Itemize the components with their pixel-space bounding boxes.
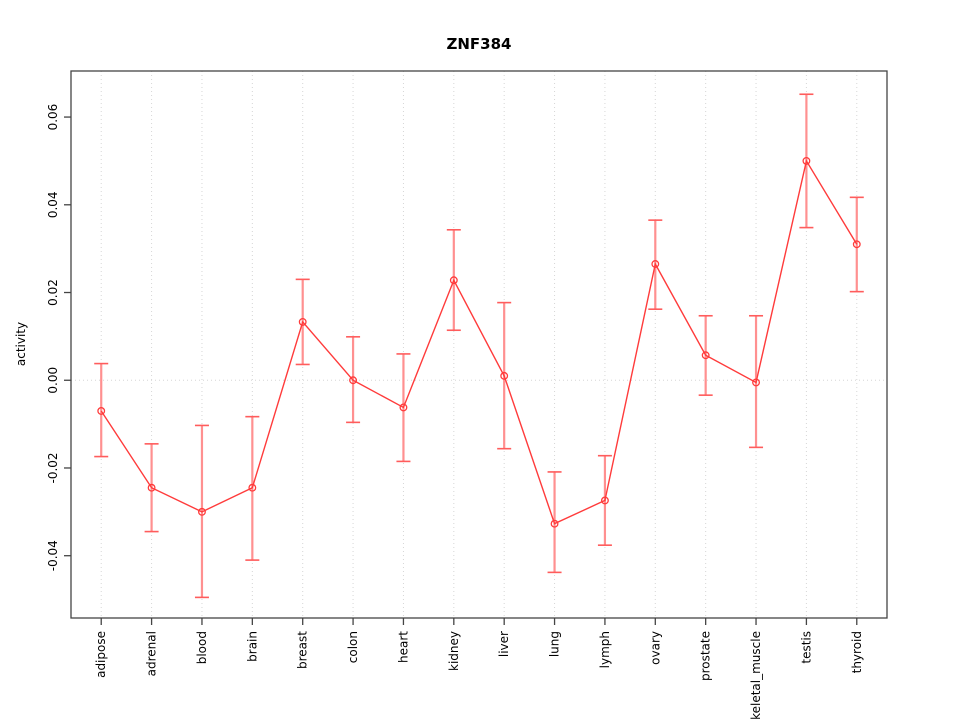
x-tick-label: blood [195,631,209,664]
data-point [550,519,559,528]
plot-box [70,70,888,619]
series-line [100,159,858,525]
data-point [147,483,156,492]
data-point [399,403,408,412]
y-axis-label: activity [14,322,28,366]
x-tick-label: prostate [699,631,713,681]
x-tick-label: heart [396,631,410,663]
data-point [349,376,358,385]
data-point [752,378,760,387]
data-point [248,483,257,492]
x-tick-label: lymph [598,631,612,668]
x-tick-label: brain [245,631,259,662]
y-tick-label: 0.06 [46,104,60,131]
y-tick-label: 0.00 [46,367,60,394]
x-tick-label: adrenal [145,631,159,676]
x-tick-label: thyroid [850,631,864,673]
x-tick-label: skeletal_muscle [749,631,763,720]
x-tick-label: liver [497,631,511,657]
x-tick-label: testis [799,631,813,664]
chart-title: ZNF384 [447,35,512,53]
data-point [651,260,660,268]
x-tick-label: kidney [447,631,461,671]
x-tick-label: lung [548,631,562,657]
x-tick-label: adipose [94,631,108,678]
y-tick-label: 0.04 [46,191,60,218]
plot-area: -0.04 -0.02 0.00 0.02 0.04 0.06 adipose adrenal… [46,70,888,724]
data-point [852,240,861,249]
y-tick-label: 0.02 [46,279,60,306]
x-tick-label: colon [346,631,360,663]
x-tick-label: ovary [648,631,662,665]
data-point [198,507,206,516]
data-point [802,156,811,165]
data-point [449,276,458,285]
y-tick-label: -0.02 [46,452,60,483]
data-point [600,496,609,505]
data-point [97,407,106,415]
data-point [701,351,710,360]
x-tick-label: breast [296,631,310,669]
data-point [298,317,307,326]
data-point [500,371,509,380]
y-tick-label: -0.04 [46,540,60,571]
